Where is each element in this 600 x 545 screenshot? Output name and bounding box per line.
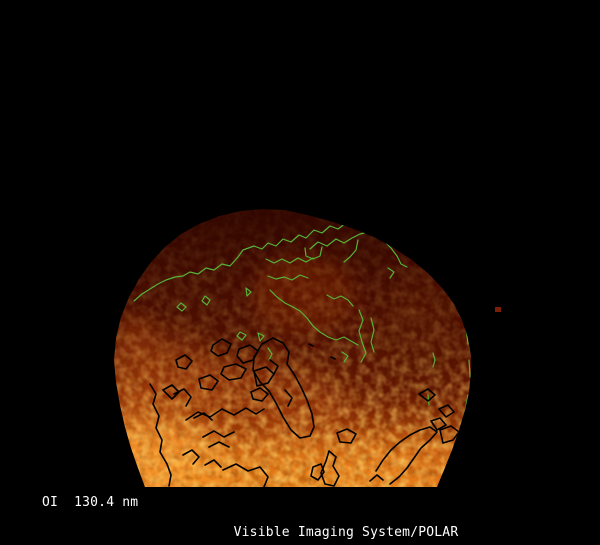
instrument-name: Visible Imaging System/POLAR — [233, 525, 459, 540]
credit-block: Visible Imaging System/POLAR The Univers… — [218, 494, 475, 545]
coast-greenland — [252, 337, 315, 439]
wavelength-label: OI 130.4 nm — [42, 495, 139, 510]
coast-mainland-canada — [185, 407, 265, 448]
coastlines-day — [149, 337, 471, 487]
coast-alaska-limb — [149, 383, 222, 487]
coast-labrador — [222, 463, 269, 487]
coast-svalbard-group — [308, 343, 455, 431]
coast-islands — [176, 267, 436, 406]
coast-secondary — [265, 257, 314, 281]
coast-taymyr — [304, 231, 408, 268]
earth-disk — [114, 209, 471, 487]
coast-descending — [269, 289, 359, 346]
offdisk-speck — [495, 307, 501, 312]
coast-novaya-zemlya — [267, 309, 375, 363]
coast-scandinavia — [369, 425, 471, 485]
coast-british-isles — [310, 450, 340, 487]
coast-iceland — [336, 428, 357, 444]
